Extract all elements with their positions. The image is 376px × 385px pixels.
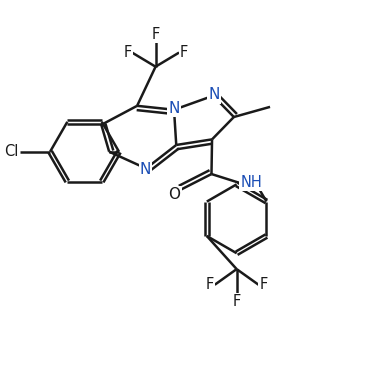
Text: NH: NH	[240, 175, 262, 190]
Text: Cl: Cl	[4, 144, 18, 159]
Text: N: N	[208, 87, 220, 102]
Text: F: F	[123, 45, 132, 60]
Text: F: F	[232, 294, 241, 309]
Text: F: F	[180, 45, 188, 60]
Text: F: F	[152, 27, 160, 42]
Text: F: F	[206, 277, 214, 292]
Text: O: O	[168, 187, 180, 202]
Text: F: F	[259, 277, 267, 292]
Text: N: N	[139, 162, 151, 177]
Text: N: N	[168, 100, 180, 115]
